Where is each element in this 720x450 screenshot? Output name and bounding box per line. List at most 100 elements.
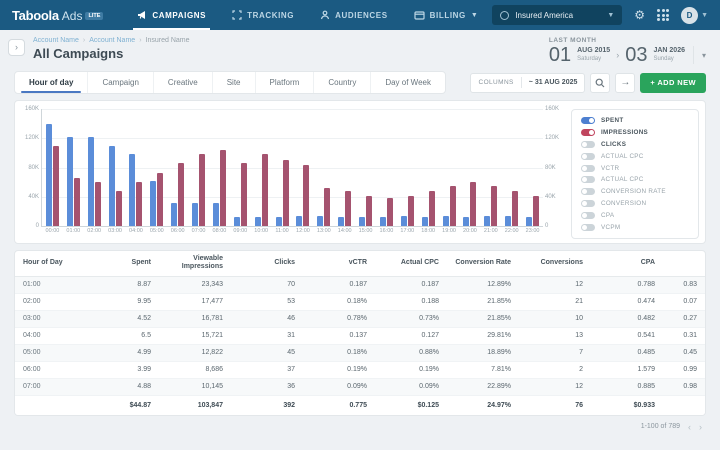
bar-group-15:00[interactable] <box>355 109 376 226</box>
legend-label: ACTUAL CPC <box>601 176 644 184</box>
spent-bar <box>275 216 282 226</box>
legend-toggle-conversion[interactable]: CONVERSION <box>581 200 689 208</box>
spent-bar <box>129 154 136 226</box>
table-row[interactable]: 07:00 4.88 10,145 36 0.09% 0.09% 22.89% 12 0.885… <box>15 378 705 396</box>
account-selector[interactable]: Insured America ▼ <box>492 5 623 25</box>
pagination-next-icon[interactable]: › <box>699 421 702 432</box>
table-cell: 02:00 <box>15 293 87 311</box>
legend-toggle-actual-cpc[interactable]: ACTUAL CPC <box>581 176 689 184</box>
table-row[interactable]: 03:00 4.52 16,781 46 0.78% 0.73% 21.85% 10 0.482… <box>15 310 705 328</box>
tab-creative[interactable]: Creative <box>154 72 213 93</box>
legend-toggle-impressions[interactable]: IMPRESSIONS <box>581 128 689 136</box>
nav-item-billing[interactable]: BILLING ▼ <box>414 0 479 30</box>
bar-group-22:00[interactable] <box>501 109 522 226</box>
bar-group-20:00[interactable] <box>460 109 481 226</box>
legend-toggle-vctr[interactable]: VCTR <box>581 164 689 172</box>
date-dropdown-chevron-icon[interactable]: ▾ <box>701 50 706 60</box>
search-button[interactable] <box>590 72 611 93</box>
y-tick-label: 120K <box>24 135 39 142</box>
bar-group-08:00[interactable] <box>209 109 230 226</box>
apps-grid-icon[interactable] <box>657 9 670 21</box>
column-header[interactable]: vCTR <box>303 251 375 277</box>
bar-group-14:00[interactable] <box>334 109 355 226</box>
legend-toggle-spent[interactable]: SPENT <box>581 117 689 124</box>
bar-group-04:00[interactable] <box>126 109 147 226</box>
bar-group-05:00[interactable] <box>146 109 167 226</box>
table-cell: 12 <box>519 276 591 294</box>
gear-icon[interactable]: ⚙ <box>634 8 646 22</box>
bar-group-00:00[interactable] <box>42 109 63 226</box>
table-row[interactable]: 05:00 4.99 12,822 45 0.18% 0.88% 18.89% 7 0.485 0… <box>15 344 705 362</box>
tab-campaign[interactable]: Campaign <box>88 72 154 93</box>
column-header[interactable] <box>663 251 705 277</box>
bar-group-02:00[interactable] <box>84 109 105 226</box>
bar-group-10:00[interactable] <box>251 109 272 226</box>
column-header[interactable]: Conversions <box>519 251 591 277</box>
nav-item-audiences[interactable]: AUDIENCES <box>320 0 388 30</box>
table-row[interactable]: 02:00 9.95 17,477 53 0.18% 0.188 21.85% 21 0.474… <box>15 293 705 311</box>
bar-group-17:00[interactable] <box>397 109 418 226</box>
toggle-switch <box>581 188 595 196</box>
bar-group-18:00[interactable] <box>418 109 439 226</box>
bar-group-06:00[interactable] <box>167 109 188 226</box>
column-header[interactable]: Conversion Rate <box>447 251 519 277</box>
table-cell: 29.81% <box>447 327 519 345</box>
table-row[interactable]: 04:00 6.5 15,721 31 0.137 0.127 29.81% 13 0.541 0… <box>15 327 705 345</box>
bar-group-13:00[interactable] <box>313 109 334 226</box>
table-row[interactable]: 06:00 3.99 8,686 37 0.19% 0.19% 7.81% 2 1.579 0.9… <box>15 361 705 379</box>
legend-toggle-vcpm[interactable]: VCPM <box>581 223 689 231</box>
table-cell: 37 <box>231 361 303 379</box>
taboola-logo[interactable]: Taboola Ads LITE <box>12 8 104 23</box>
tab-site[interactable]: Site <box>213 72 256 93</box>
divider <box>520 77 522 88</box>
user-menu[interactable]: D ▼ <box>681 6 708 24</box>
breadcrumb-item[interactable]: Account Name <box>33 37 79 44</box>
table-row[interactable]: 01:00 8.87 23,343 70 0.187 0.187 12.89% 12 0.788… <box>15 276 705 294</box>
column-header[interactable]: CPA <box>591 251 663 277</box>
pagination-prev-icon[interactable]: ‹ <box>688 421 691 432</box>
legend-toggle-conversion-rate[interactable]: CONVERSION RATE <box>581 188 689 196</box>
bar-group-21:00[interactable] <box>480 109 501 226</box>
nav-item-tracking[interactable]: TRACKING <box>232 0 294 30</box>
column-header[interactable]: Spent <box>87 251 159 277</box>
bar-group-11:00[interactable] <box>272 109 293 226</box>
spent-bar <box>45 123 52 226</box>
tab-country[interactable]: Country <box>314 72 372 93</box>
bar-group-09:00[interactable] <box>230 109 251 226</box>
table-cell: 0.474 <box>591 293 663 311</box>
table-cell: 21.85% <box>447 310 519 328</box>
data-table-panel: Hour of Day Spent Viewable Impressions Clic… <box>14 250 706 416</box>
nav-item-campaigns[interactable]: CAMPAIGNS <box>133 0 210 30</box>
column-header[interactable]: Actual CPC <box>375 251 447 277</box>
y-tick-label: 40K <box>545 193 556 200</box>
column-header[interactable]: Viewable Impressions <box>159 251 231 277</box>
table-cell: 0.187 <box>303 276 375 294</box>
column-header[interactable]: Clicks <box>231 251 303 277</box>
legend-toggle-cpa[interactable]: CPA <box>581 212 689 219</box>
date-range-picker[interactable]: LAST MONTH 01 AUG 2015 Saturday › 03 JAN… <box>549 37 706 65</box>
bar-group-23:00[interactable] <box>522 109 543 226</box>
add-new-button[interactable]: + ADD NEW <box>640 72 706 93</box>
bar-group-01:00[interactable] <box>63 109 84 226</box>
spent-bar <box>379 216 386 226</box>
panel-collapse-button[interactable]: › <box>8 39 25 56</box>
bar-group-12:00[interactable] <box>293 109 314 226</box>
table-cell: 05:00 <box>15 344 87 362</box>
legend-toggle-actual-cpc[interactable]: ACTUAL CPC <box>581 152 689 160</box>
impressions-bar <box>178 163 185 226</box>
tab-platform[interactable]: Platform <box>256 72 315 93</box>
tab-hour-of-day[interactable]: Hour of day <box>15 72 89 93</box>
column-header[interactable]: Hour of Day <box>15 251 87 277</box>
legend-toggle-clicks[interactable]: CLICKS <box>581 140 689 148</box>
columns-date-filter[interactable]: COLUMNS ~ 31 AUG 2025 <box>470 72 586 93</box>
export-button[interactable]: → <box>615 72 636 93</box>
table-cell: 17,477 <box>159 293 231 311</box>
legend-label: CONVERSION <box>601 200 647 208</box>
spent-bar <box>296 215 303 226</box>
bar-group-07:00[interactable] <box>188 109 209 226</box>
bar-group-16:00[interactable] <box>376 109 397 226</box>
bar-group-03:00[interactable] <box>105 109 126 226</box>
breadcrumb-item[interactable]: Account Name <box>89 37 136 44</box>
bar-group-19:00[interactable] <box>439 109 460 226</box>
tab-day-of-week[interactable]: Day of Week <box>385 78 431 87</box>
